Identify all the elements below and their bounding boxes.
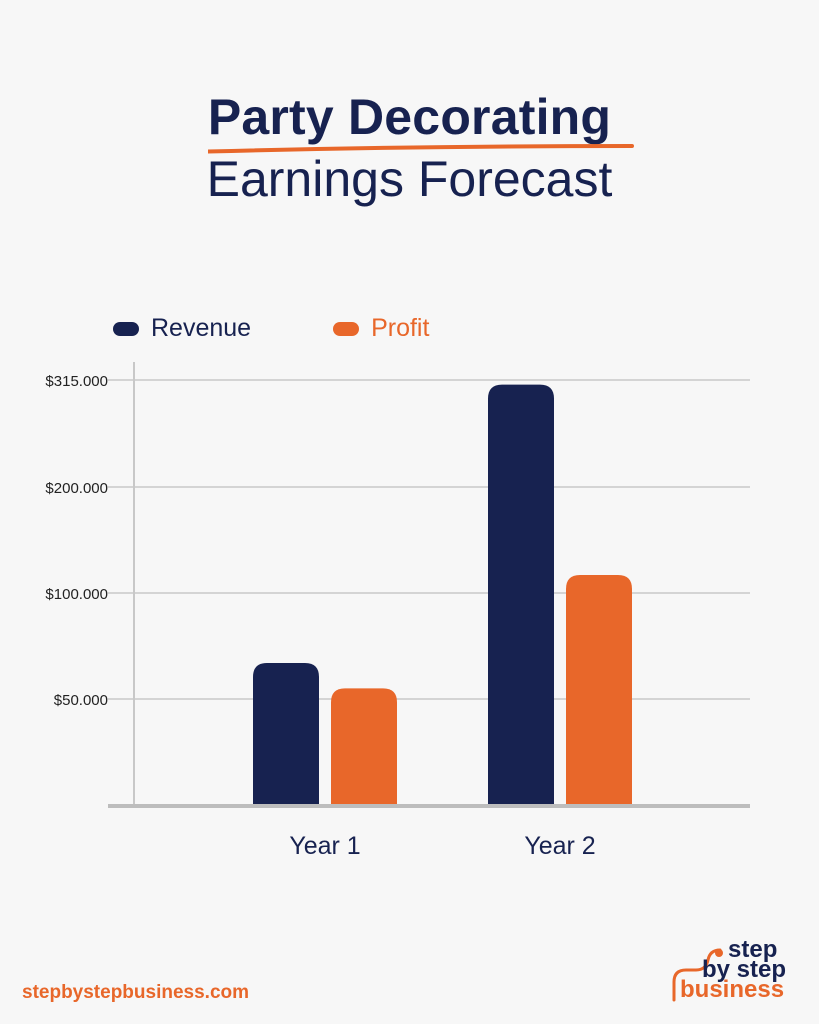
legend-label-profit: Profit <box>371 314 430 342</box>
title-line-2: Earnings Forecast <box>206 151 613 207</box>
bar-profit-year-1 <box>331 688 397 804</box>
brand-logo: step by step business <box>668 936 798 1004</box>
bar-revenue-year-1 <box>253 662 319 804</box>
x-tick-label: Year 2 <box>524 832 595 860</box>
logo-text-by-step: by step <box>702 956 787 983</box>
bar-profit-year-2 <box>566 574 632 804</box>
legend-item-profit: Profit <box>333 314 429 343</box>
logo-curve-icon <box>672 948 722 1002</box>
bar-chart: $315.000 $200.000 $100.000 $50.000 Year 1 Yea… <box>45 362 750 860</box>
y-tick-label: $100.000 <box>45 586 108 603</box>
legend-swatch-revenue <box>113 321 139 336</box>
y-tick-label: $315.000 <box>45 373 108 390</box>
chart-legend: Revenue Profit <box>113 314 511 343</box>
y-tick-label: $50.000 <box>54 692 108 709</box>
footer-url[interactable]: stepbystepbusiness.com <box>22 982 250 1003</box>
chart-title: Party Decorating Earnings Forecast <box>0 88 819 208</box>
logo-text-business: business <box>680 976 785 1003</box>
legend-swatch-profit <box>333 321 360 336</box>
logo-text-step: step <box>728 936 778 963</box>
logo-dot-icon <box>715 949 723 957</box>
bar-revenue-year-2 <box>488 384 554 804</box>
legend-label-revenue: Revenue <box>151 314 252 342</box>
title-line-1-text: Party Decorating <box>207 89 612 145</box>
legend-item-revenue: Revenue <box>113 314 251 343</box>
x-tick-label: Year 1 <box>289 832 360 860</box>
y-tick-label: $200.000 <box>45 480 108 497</box>
